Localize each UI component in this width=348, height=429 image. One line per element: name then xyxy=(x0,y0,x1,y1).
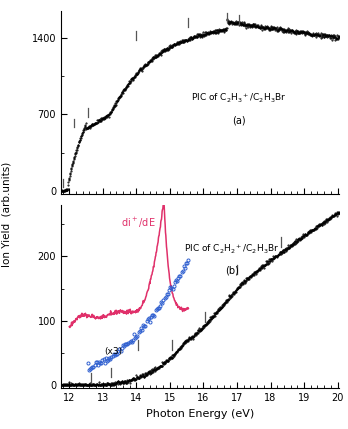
Text: Ion Yield  (arb.units): Ion Yield (arb.units) xyxy=(2,162,12,267)
Text: (b): (b) xyxy=(225,266,239,276)
Text: PIC of C$_2$H$_2$$^+$/C$_2$H$_3$Br: PIC of C$_2$H$_2$$^+$/C$_2$H$_3$Br xyxy=(184,242,280,256)
X-axis label: Photon Energy (eV): Photon Energy (eV) xyxy=(146,409,254,419)
Text: (a): (a) xyxy=(232,116,246,126)
Text: (x3): (x3) xyxy=(104,347,122,356)
Text: di$^+$/dE: di$^+$/dE xyxy=(121,216,156,230)
Text: PIC of C$_2$H$_3$$^+$/C$_2$H$_3$Br: PIC of C$_2$H$_3$$^+$/C$_2$H$_3$Br xyxy=(191,92,287,105)
